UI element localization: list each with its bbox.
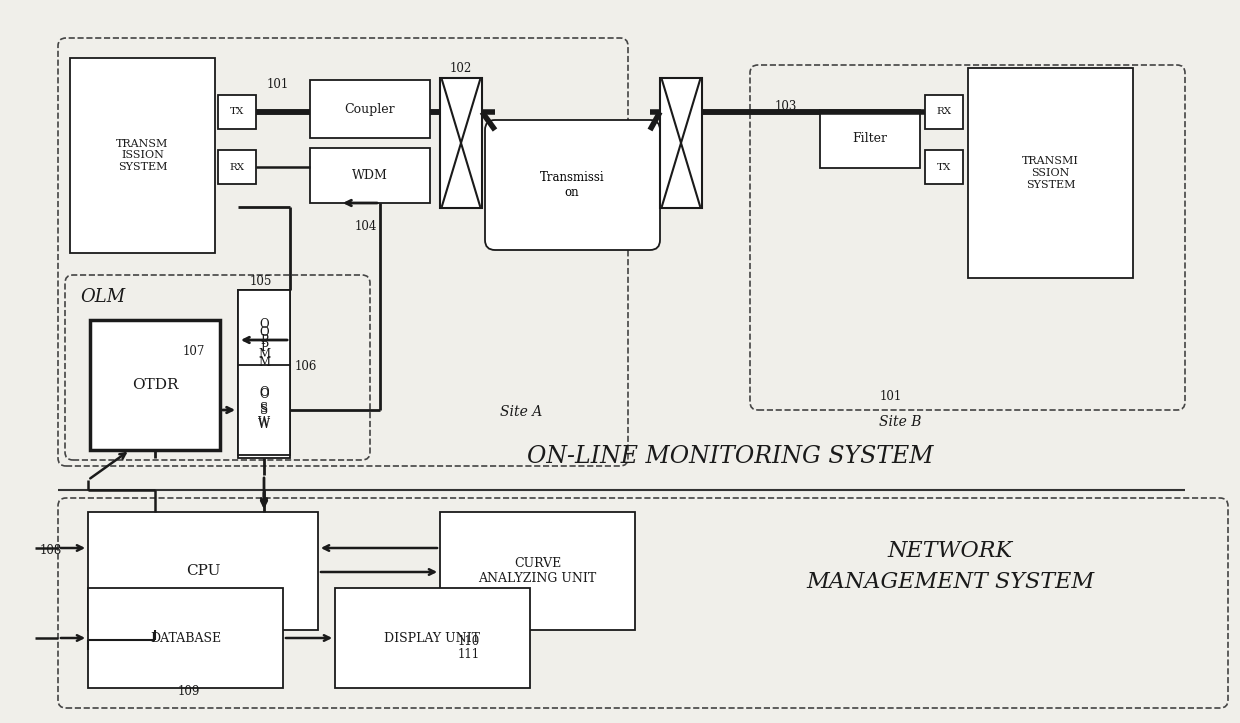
Text: 102: 102 bbox=[450, 62, 472, 75]
Text: O
P
M: O P M bbox=[258, 319, 270, 362]
Text: 108: 108 bbox=[40, 544, 62, 557]
Text: DATABASE: DATABASE bbox=[150, 631, 221, 644]
Bar bbox=[238, 358, 290, 458]
Text: Coupler: Coupler bbox=[345, 103, 396, 116]
Text: 110: 110 bbox=[458, 635, 480, 648]
Text: OTDR: OTDR bbox=[131, 378, 179, 392]
Text: 103: 103 bbox=[775, 100, 797, 113]
Text: DISPLAY UNIT: DISPLAY UNIT bbox=[384, 631, 481, 644]
Text: TX: TX bbox=[229, 108, 244, 116]
Bar bbox=[238, 290, 290, 405]
Bar bbox=[310, 80, 430, 138]
Bar bbox=[968, 68, 1133, 278]
Text: TRANSM
ISSION
SYSTEM: TRANSM ISSION SYSTEM bbox=[117, 139, 169, 172]
Bar bbox=[335, 588, 529, 688]
Text: WDM: WDM bbox=[352, 169, 388, 182]
Bar bbox=[91, 320, 219, 450]
Bar bbox=[660, 78, 702, 208]
Bar bbox=[310, 148, 430, 203]
Bar bbox=[238, 290, 290, 390]
Text: TX: TX bbox=[936, 163, 951, 171]
Text: NETWORK
MANAGEMENT SYSTEM: NETWORK MANAGEMENT SYSTEM bbox=[806, 540, 1094, 593]
Bar bbox=[218, 150, 255, 184]
Text: O
S
W: O S W bbox=[258, 387, 270, 429]
Text: 111: 111 bbox=[458, 648, 480, 661]
Text: O
P
M: O P M bbox=[258, 326, 270, 369]
Text: 107: 107 bbox=[184, 345, 206, 358]
Bar bbox=[440, 512, 635, 630]
Text: O
S
W: O S W bbox=[258, 388, 270, 432]
Bar bbox=[238, 365, 290, 455]
Bar bbox=[88, 512, 317, 630]
Text: Transmissi
on: Transmissi on bbox=[539, 171, 604, 199]
Text: 105: 105 bbox=[250, 275, 273, 288]
Text: CURVE
ANALYZING UNIT: CURVE ANALYZING UNIT bbox=[479, 557, 596, 585]
Text: TRANSMI
SSION
SYSTEM: TRANSMI SSION SYSTEM bbox=[1022, 156, 1079, 189]
Bar bbox=[69, 58, 215, 253]
Text: 101: 101 bbox=[267, 78, 289, 91]
Bar bbox=[820, 110, 920, 168]
Text: 106: 106 bbox=[295, 360, 317, 373]
Text: 109: 109 bbox=[179, 685, 201, 698]
Bar bbox=[925, 150, 963, 184]
Text: OLM: OLM bbox=[81, 288, 125, 306]
Text: ON-LINE MONITORING SYSTEM: ON-LINE MONITORING SYSTEM bbox=[527, 445, 934, 468]
Bar bbox=[218, 95, 255, 129]
Text: Filter: Filter bbox=[853, 132, 888, 145]
Text: RX: RX bbox=[229, 163, 244, 171]
Text: CPU: CPU bbox=[186, 564, 221, 578]
Text: RX: RX bbox=[936, 108, 951, 116]
FancyBboxPatch shape bbox=[485, 120, 660, 250]
Text: Site B: Site B bbox=[879, 415, 921, 429]
Bar bbox=[440, 78, 482, 208]
Text: 104: 104 bbox=[355, 220, 377, 233]
Text: Site A: Site A bbox=[500, 405, 542, 419]
Bar bbox=[88, 588, 283, 688]
Text: 101: 101 bbox=[880, 390, 903, 403]
Bar bbox=[925, 95, 963, 129]
